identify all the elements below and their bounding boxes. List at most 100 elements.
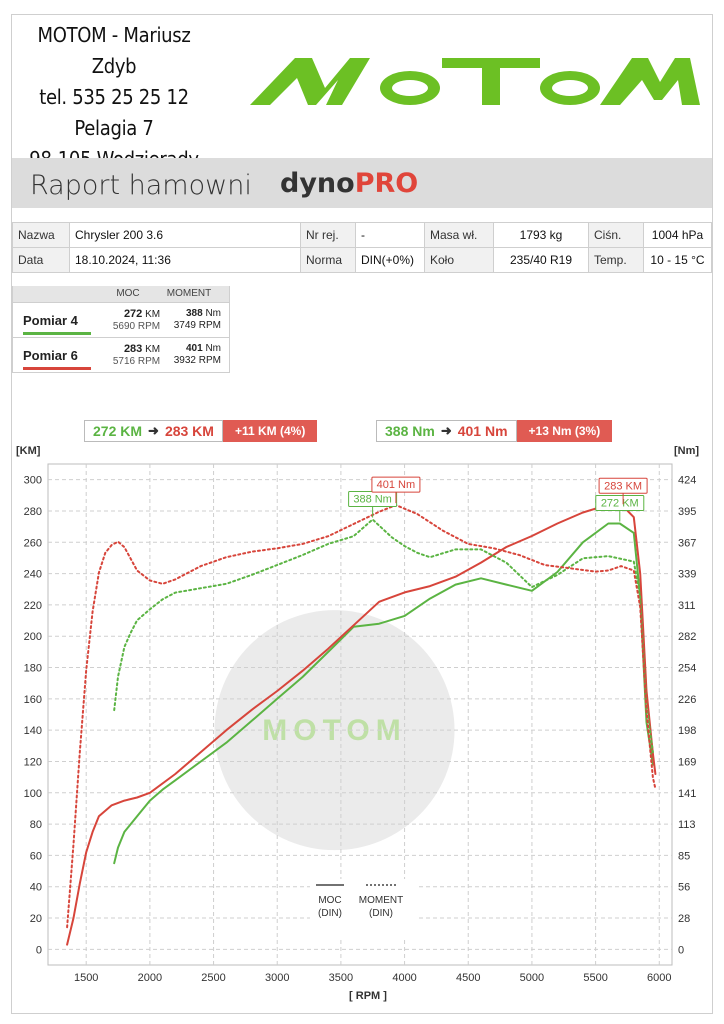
x-tick: 4500: [456, 972, 480, 984]
y-tick-left: 140: [24, 725, 42, 737]
label-masa: Masa wł.: [424, 222, 494, 248]
value-nrrej: -: [355, 222, 425, 248]
max-label-box: [595, 494, 645, 511]
label-norma: Norma: [300, 247, 356, 273]
dynopro-brand: dynoPRO: [280, 168, 418, 199]
measurement-row-pomiar-4: Pomiar 4 272 KM 5690 RPM 388 Nm 3749 RPM: [13, 302, 229, 337]
x-tick: 1500: [74, 972, 98, 984]
y-tick-right: 0: [678, 944, 684, 956]
y-tick-left: 80: [30, 819, 42, 831]
y-tick-left: 260: [24, 537, 42, 549]
x-tick: 4000: [392, 972, 416, 984]
power-before: 272 KM: [93, 423, 143, 439]
measurement-summary: MOC MOMENT Pomiar 4 272 KM 5690 RPM 388 …: [12, 286, 230, 373]
torque-unit: Nm: [205, 343, 221, 354]
contact-block: MOTOM - Mariusz Zdyb tel. 535 25 25 12 P…: [14, 20, 214, 175]
torque-value: 388: [185, 308, 203, 319]
info-row-2: Data 18.10.2024, 11:36 Norma DIN(+0%) Ko…: [12, 247, 712, 273]
series-color-swatch: [23, 331, 92, 335]
y-tick-right: 282: [678, 631, 696, 643]
label-cisn: Ciśn.: [588, 222, 644, 248]
y-tick-right: 339: [678, 569, 696, 581]
x-tick: 6000: [647, 972, 671, 984]
max-label-text: 401 Nm: [377, 479, 416, 491]
value-data: 18.10.2024, 11:36: [69, 247, 301, 273]
x-tick: 5000: [520, 972, 544, 984]
series-color-swatch: [23, 366, 92, 370]
y-tick-left: 220: [24, 600, 42, 612]
value-masa: 1793 kg: [493, 222, 589, 248]
arrow-right-icon: ➜: [440, 423, 452, 438]
y-tick-right: 424: [678, 475, 696, 487]
value-temp: 10 - 15 °C: [643, 247, 712, 273]
contact-line-street: Pelagia 7: [74, 116, 154, 140]
value-cisn: 1004 hPa: [643, 222, 712, 248]
torque-curve-pomiar-6: [66, 504, 657, 929]
torque-after: 401 Nm: [457, 423, 508, 439]
power-value: 283: [123, 342, 143, 355]
y-tick-right: 311: [678, 600, 696, 612]
power-curve-pomiar-4: [113, 522, 654, 865]
label-temp: Temp.: [588, 247, 644, 273]
torque-comparison: 388 Nm ➜ 401 Nm +13 Nm (3%): [376, 420, 613, 442]
label-data: Data: [12, 247, 70, 273]
value-nazwa: Chrysler 200 3.6: [69, 222, 301, 248]
y-axis-right-label: [Nm]: [674, 445, 699, 457]
max-label-text: 388 Nm: [353, 494, 392, 506]
measurement-header: MOC MOMENT: [13, 286, 229, 302]
label-nazwa: Nazwa: [12, 222, 70, 248]
power-rpm: 5716 RPM: [112, 355, 161, 367]
x-tick: 2000: [138, 972, 162, 984]
y-tick-right: 28: [678, 913, 690, 925]
y-tick-left: 60: [30, 850, 42, 862]
header-moc: MOC: [116, 288, 140, 299]
brand-dyno: dyno: [280, 168, 355, 199]
measurement-name: Pomiar 6: [23, 347, 78, 363]
y-tick-left: 40: [30, 882, 42, 894]
legend-moc-label: MOC: [318, 895, 341, 906]
power-rpm: 5690 RPM: [112, 320, 161, 332]
measurement-name: Pomiar 4: [23, 312, 78, 328]
legend-background: [310, 879, 418, 937]
torque-rpm: 3749 RPM: [173, 320, 221, 331]
torque-curve-pomiar-4: [113, 518, 654, 754]
motom-logo: [250, 58, 700, 105]
brand-pro: PRO: [354, 168, 419, 199]
y-tick-left: 160: [24, 694, 42, 706]
max-label-text: 272 KM: [601, 497, 639, 509]
y-tick-left: 20: [30, 913, 42, 925]
y-tick-left: 0: [36, 944, 42, 956]
torque-unit: Nm: [205, 308, 221, 319]
power-diff: +11 KM (4%): [222, 420, 318, 442]
torque-value: 401: [185, 343, 203, 354]
x-tick: 5500: [583, 972, 607, 984]
label-kolo: Koło: [424, 247, 494, 273]
y-tick-left: 300: [24, 475, 42, 487]
page-frame: [11, 14, 713, 1014]
arrow-right-icon: ➜: [148, 423, 159, 438]
value-kolo: 235/40 R19: [493, 247, 589, 273]
label-nrrej: Nr rej.: [300, 222, 356, 248]
y-tick-right: 395: [678, 506, 696, 518]
torque-before: 388 Nm: [385, 423, 435, 439]
y-tick-left: 280: [24, 506, 42, 518]
y-tick-left: 100: [24, 788, 42, 800]
report-title: Raport hamowni: [30, 170, 252, 201]
y-tick-right: 56: [678, 882, 690, 894]
y-tick-right: 254: [678, 663, 696, 675]
y-tick-right: 226: [678, 694, 696, 706]
x-tick: 3500: [329, 972, 353, 984]
plot-frame: [47, 463, 673, 966]
power-unit: KM: [145, 308, 161, 320]
power-value: 272: [123, 307, 143, 320]
power-unit: KM: [145, 343, 161, 355]
watermark-circle: [214, 610, 455, 851]
contact-line-company: MOTOM - Mariusz Zdyb: [37, 23, 191, 78]
info-row-1: Nazwa Chrysler 200 3.6 Nr rej. - Masa wł…: [12, 222, 712, 248]
legend-moc-norm: (DIN): [318, 908, 342, 919]
power-after: 283 KM: [164, 423, 214, 439]
report-title-band: [12, 158, 712, 208]
y-axis-left-label: [KM]: [16, 445, 41, 457]
y-tick-right: 169: [678, 756, 696, 768]
